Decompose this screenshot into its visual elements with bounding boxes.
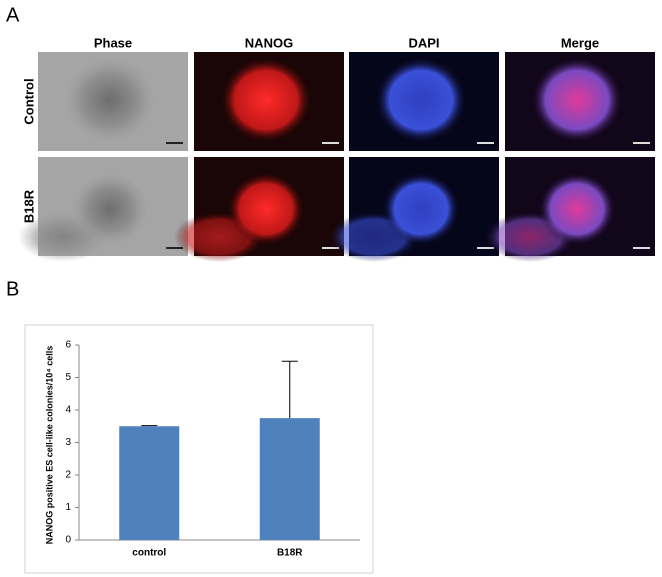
column-header: Phase: [94, 35, 132, 50]
colony: [228, 173, 304, 245]
column-header: DAPI: [408, 35, 439, 50]
panel-label: A: [6, 4, 20, 26]
column-header: NANOG: [245, 35, 293, 50]
y-tick-label: 4: [65, 405, 71, 416]
colony: [539, 173, 615, 245]
row-label: B18R: [21, 189, 36, 223]
y-tick-label: 1: [65, 502, 71, 513]
y-tick-label: 6: [65, 340, 71, 351]
colony: [383, 173, 459, 245]
y-tick-label: 0: [65, 535, 71, 546]
error-bar: [141, 425, 158, 427]
chart-frame: [24, 324, 374, 574]
error-bar: [281, 360, 298, 419]
colony: [65, 58, 155, 142]
colony: [376, 58, 466, 142]
x-tick-label: B18R: [277, 548, 303, 559]
row-label: Control: [21, 78, 36, 124]
x-tick-label: control: [132, 548, 166, 559]
bar: [259, 418, 320, 540]
panel-label: B: [6, 278, 19, 300]
bar: [119, 426, 180, 540]
column-header: Merge: [561, 35, 599, 50]
y-tick-label: 3: [65, 437, 71, 448]
colony: [72, 173, 148, 245]
y-tick-label: 2: [65, 470, 71, 481]
y-tick-label: 5: [65, 372, 71, 383]
colony: [221, 58, 311, 142]
y-axis-label: NANOG positive ES cell-like colonies/10⁴…: [44, 346, 54, 545]
colony: [532, 58, 622, 142]
